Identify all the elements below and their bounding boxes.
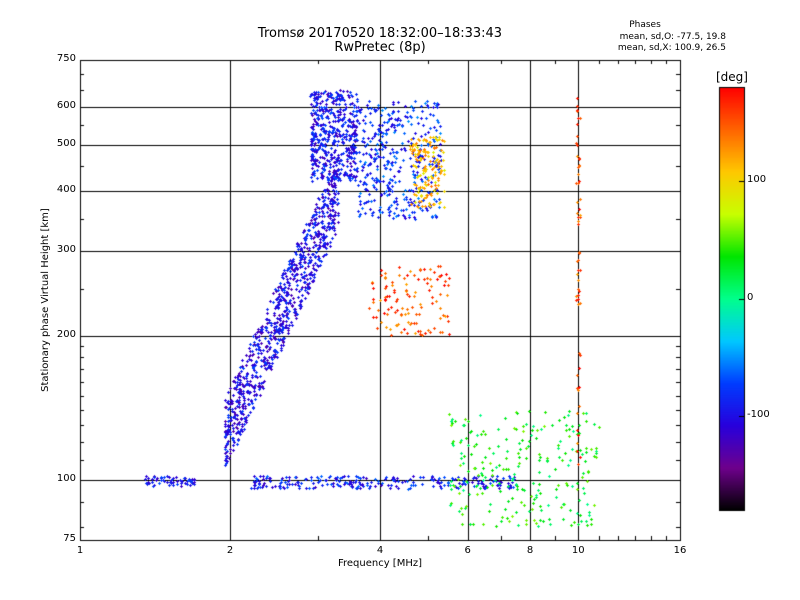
chart-subtitle: RwPretec (8p) [334,40,426,55]
colorbar-tick-label: -100 [747,409,770,420]
x-tick-label: 4 [376,545,384,556]
y-tick-label: 100 [56,473,76,485]
chart-title: Tromsø 20170520 18:32:00–18:33:43 [257,26,503,41]
x-tick-label: 16 [673,545,687,556]
y-tick-label: 400 [56,184,76,196]
x-tick-label: 10 [571,545,585,556]
colorbar-tick-label: 100 [747,174,767,185]
x-axis-label: Frequency [MHz] [337,558,423,569]
y-tick-label: 500 [56,137,76,149]
phase-stats-title: Phases [629,20,661,30]
phase-stats-x: mean, sd,X: 100.9, 26.5 [617,43,726,53]
colorbar-unit-label: [deg] [716,70,748,84]
y-tick-label: 75 [63,533,76,544]
y-tick-label: 750 [56,53,76,64]
y-tick-label: 300 [56,244,76,255]
y-tick-label: 600 [56,99,76,111]
phase-stats-o: mean, sd,O: -77.5, 19.8 [619,32,726,42]
x-tick-label: 8 [526,545,534,556]
colorbar-tick-label: 0 [747,291,754,303]
x-tick-label: 2 [226,545,234,556]
x-tick-label: 6 [464,545,471,556]
y-tick-label: 200 [56,328,76,340]
x-tick-label: 1 [76,545,84,556]
y-axis-label: Stationary phase Virtual Height [km] [40,208,51,392]
